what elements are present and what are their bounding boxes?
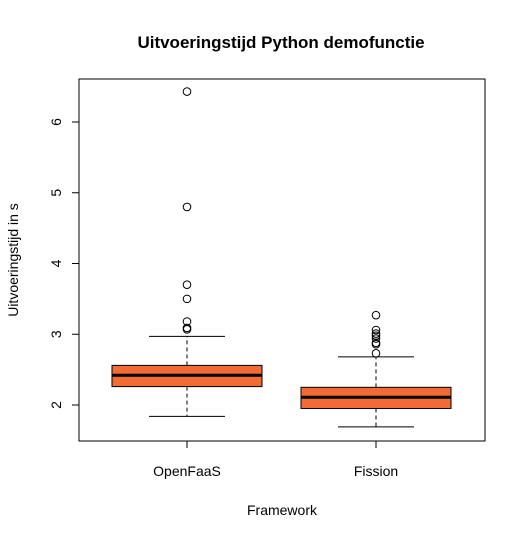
- outlier-point: [371, 334, 381, 343]
- outlier-point: [371, 349, 381, 358]
- x-axis-label: Framework: [247, 502, 318, 518]
- outlier-point: [371, 310, 381, 320]
- outlier-point: [182, 323, 192, 333]
- y-axis-label: Uitvoeringstijd in s: [5, 203, 21, 317]
- x-tick-label: Fission: [354, 463, 398, 479]
- y-tick-label: 4: [48, 259, 64, 267]
- outlier-point: [371, 338, 381, 348]
- x-tick-label: OpenFaaS: [153, 463, 221, 479]
- y-tick-label: 2: [48, 401, 64, 409]
- outlier-point: [182, 280, 192, 290]
- outlier-point: [371, 325, 381, 335]
- y-tick-label: 3: [48, 330, 64, 338]
- box-group: [300, 310, 452, 428]
- outlier-point: [371, 331, 381, 340]
- x-axis: OpenFaaS Fission: [153, 441, 398, 479]
- plot-frame: [78, 78, 486, 442]
- y-tick-label: 6: [48, 118, 64, 126]
- y-axis: 2 3 4 5 6: [48, 118, 79, 409]
- outlier-point: [182, 87, 192, 96]
- outlier-point: [182, 317, 192, 326]
- box-group: [111, 87, 263, 417]
- outlier-point: [371, 329, 381, 338]
- boxes-layer: [111, 87, 452, 428]
- chart-title: Uitvoeringstijd Python demofunctie: [137, 33, 424, 52]
- y-tick-label: 5: [48, 189, 64, 197]
- outlier-point: [182, 202, 192, 212]
- outlier-point: [182, 294, 192, 304]
